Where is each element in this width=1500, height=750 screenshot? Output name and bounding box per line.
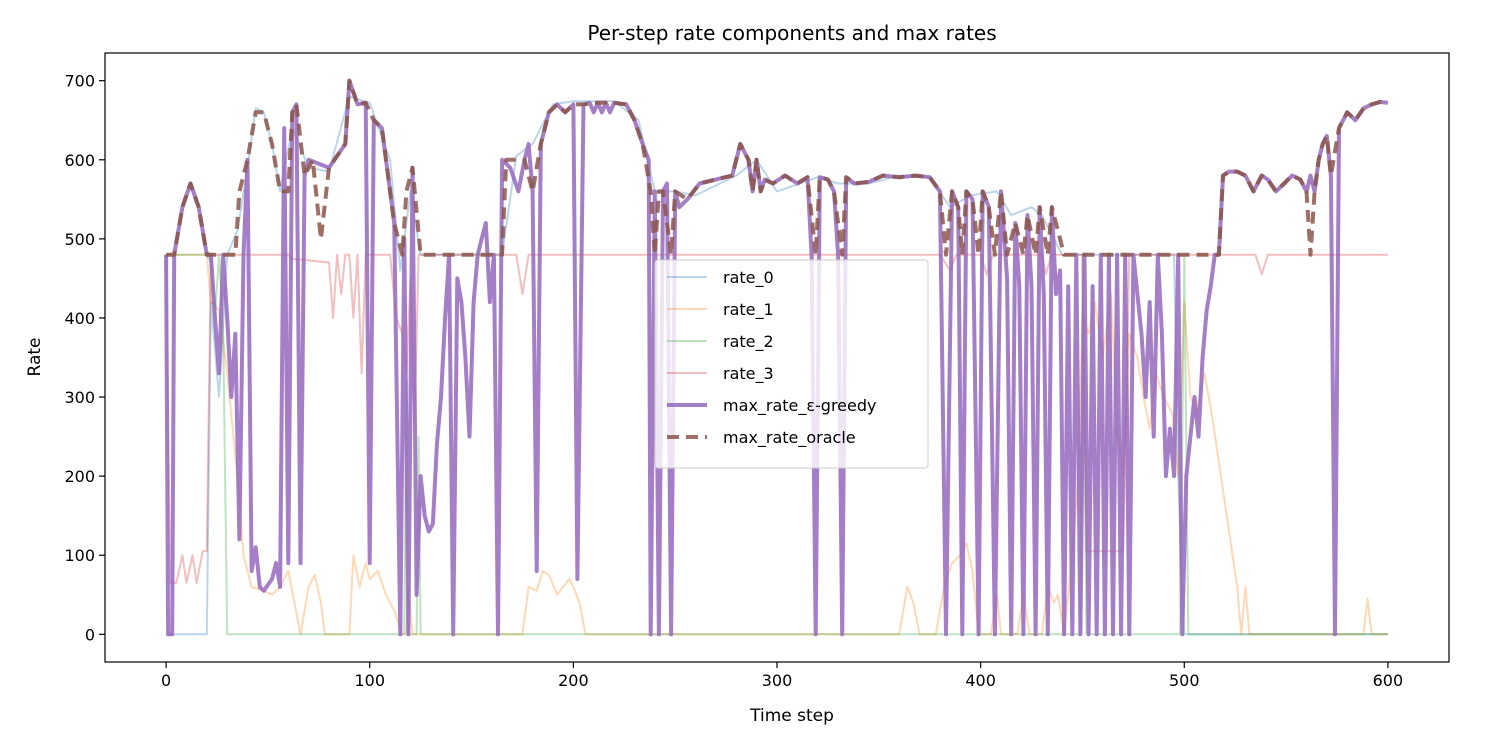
legend: rate_0 rate_1 rate_2 rate_3 max_rate_ε-greed… bbox=[654, 259, 929, 469]
y-tick-label: 700 bbox=[64, 72, 95, 91]
legend-label: rate_0 bbox=[723, 268, 774, 288]
y-tick-label: 0 bbox=[85, 625, 95, 644]
series-line-max_rate_ε-greedy bbox=[164, 78, 1389, 637]
y-tick-label: 200 bbox=[64, 467, 95, 486]
series-line-max_rate_oracle bbox=[166, 78, 1389, 257]
x-axis-label: Time step bbox=[749, 706, 834, 726]
x-tick-label: 200 bbox=[558, 671, 589, 690]
legend-box bbox=[654, 259, 929, 469]
y-tick-label: 400 bbox=[64, 309, 95, 328]
legend-label: rate_3 bbox=[723, 364, 774, 384]
y-tick-label: 600 bbox=[64, 151, 95, 170]
y-tick-label: 500 bbox=[64, 230, 95, 249]
y-tick-label: 300 bbox=[64, 388, 95, 407]
x-tick-label: 100 bbox=[354, 671, 385, 690]
x-tick-label: 300 bbox=[762, 671, 793, 690]
plot-area bbox=[164, 78, 1389, 637]
legend-label: rate_2 bbox=[723, 332, 774, 352]
x-axis: 0 100 200 300 400 500 600 bbox=[161, 662, 1403, 690]
x-tick-label: 500 bbox=[1169, 671, 1200, 690]
axes-frame bbox=[104, 52, 1450, 663]
legend-label: max_rate_ε-greedy bbox=[723, 396, 876, 416]
y-tick-label: 100 bbox=[64, 546, 95, 565]
x-tick-label: 400 bbox=[965, 671, 996, 690]
y-axis: 0 100 200 300 400 500 600 700 bbox=[64, 72, 105, 644]
y-axis-label: Rate bbox=[25, 338, 45, 377]
legend-label: rate_1 bbox=[723, 300, 774, 320]
x-tick-label: 600 bbox=[1373, 671, 1404, 690]
chart-title: Per-step rate components and max rates bbox=[587, 21, 996, 45]
legend-label: max_rate_oracle bbox=[723, 428, 856, 448]
x-tick-label: 0 bbox=[161, 671, 171, 690]
